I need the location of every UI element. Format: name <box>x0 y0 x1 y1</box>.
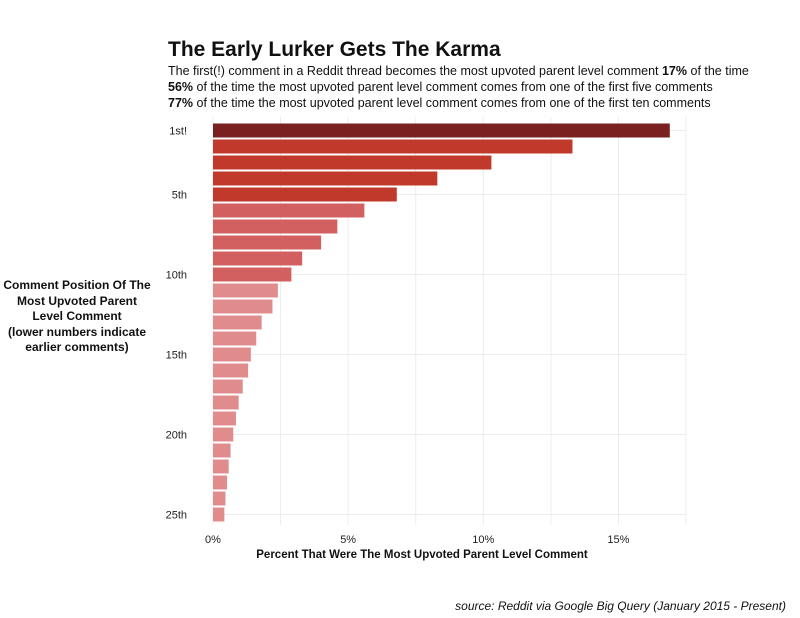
x-tick-label: 15% <box>607 534 629 546</box>
bar-position-18 <box>213 395 239 410</box>
bar-position-24 <box>213 491 226 506</box>
y-tick-label: 10th <box>166 270 187 282</box>
y-tick-label: 20th <box>166 430 187 442</box>
subtitle-line-2: 56% of the time the most upvoted parent … <box>168 80 713 94</box>
bar-position-22 <box>213 459 229 474</box>
bar-position-17 <box>213 379 243 394</box>
chart-subtitle: The first(!) comment in a Reddit thread … <box>168 63 749 111</box>
bar-position-1 <box>213 123 670 138</box>
bar-position-10 <box>213 267 292 282</box>
x-tick-label: 10% <box>472 534 494 546</box>
bar-position-8 <box>213 235 322 250</box>
subtitle-line-3: 77% of the time the most upvoted parent … <box>168 96 711 110</box>
bar-position-23 <box>213 475 228 490</box>
bar-position-11 <box>213 283 278 298</box>
bar-position-9 <box>213 251 303 266</box>
y-tick-label: 5th <box>172 190 187 202</box>
x-axis-label: Percent That Were The Most Upvoted Paren… <box>256 549 588 561</box>
bar-position-3 <box>213 155 492 170</box>
bar-position-25 <box>213 507 225 522</box>
bar-position-12 <box>213 299 273 314</box>
bar-position-20 <box>213 427 234 442</box>
bar-position-2 <box>213 139 573 154</box>
bar-position-13 <box>213 315 262 330</box>
bar-position-16 <box>213 363 249 378</box>
chart-title: The Early Lurker Gets The Karma <box>168 38 501 61</box>
y-tick-label: 1st! <box>169 126 187 138</box>
x-tick-label: 0% <box>205 534 221 546</box>
y-axis-label: Comment Position Of The Most Upvoted Par… <box>3 278 151 354</box>
bar-position-14 <box>213 331 257 346</box>
source-note: source: Reddit via Google Big Query (Jan… <box>455 599 786 613</box>
bar-position-21 <box>213 443 231 458</box>
bar-position-19 <box>213 411 236 426</box>
subtitle-line-1: The first(!) comment in a Reddit thread … <box>168 64 749 78</box>
bar-position-6 <box>213 203 365 218</box>
bar-position-15 <box>213 347 251 362</box>
bar-position-7 <box>213 219 338 234</box>
y-tick-label: 15th <box>166 350 187 362</box>
bar-position-5 <box>213 187 397 202</box>
bar-position-4 <box>213 171 438 186</box>
y-tick-label: 25th <box>166 510 187 522</box>
x-tick-label: 5% <box>340 534 356 546</box>
